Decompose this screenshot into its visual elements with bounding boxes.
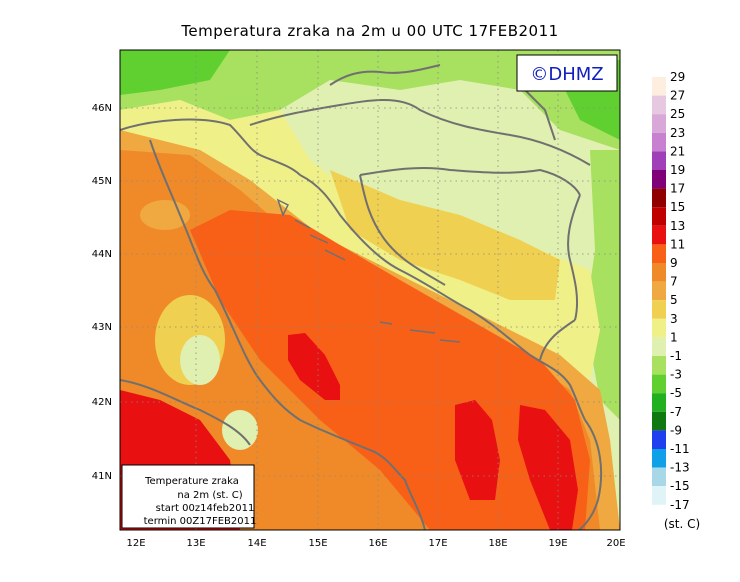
lon-label: 18E [488, 538, 507, 549]
temperature-field [120, 50, 620, 530]
colorbar-swatch [652, 151, 666, 170]
colorbar-label: 25 [670, 107, 685, 121]
colorbar-label: -17 [670, 498, 690, 512]
colorbar-swatch [652, 300, 666, 319]
info-box [121, 464, 255, 529]
colorbar-label: 21 [670, 144, 685, 158]
colorbar-swatch [652, 95, 666, 115]
colorbar-label: 17 [670, 182, 685, 196]
colorbar-swatch [652, 188, 666, 208]
lat-label: 44N [92, 249, 112, 260]
colorbar-swatch [652, 337, 666, 356]
colorbar-swatch [652, 430, 666, 449]
lon-label: 14E [247, 538, 266, 549]
colorbar-label: 5 [670, 293, 678, 307]
colorbar-label: -15 [670, 479, 690, 493]
colorbar-unit: (st. C) [664, 517, 700, 531]
colorbar-label: 11 [670, 237, 685, 251]
colorbar-swatch [652, 170, 666, 189]
colorbar-swatch [652, 449, 666, 468]
colorbar-swatch [652, 318, 666, 338]
colorbar-label: -9 [670, 423, 682, 437]
colorbar: 29 27 25 23 21 19 17 15 13 11 9 7 5 3 1 -1 -3 -5 -7 -9 -11 -1… [652, 70, 690, 512]
colorbar-swatch [652, 467, 666, 487]
colorbar-label: -11 [670, 442, 690, 456]
colorbar-label: 7 [670, 275, 678, 289]
colorbar-swatch [652, 77, 666, 96]
lon-label: 20E [606, 538, 625, 549]
info-line-3: start 00z14feb2011 [156, 503, 255, 514]
colorbar-swatch [652, 374, 666, 394]
info-line-1: Temperature zraka [144, 476, 239, 487]
colorbar-label: 23 [670, 126, 685, 140]
lat-label: 43N [92, 322, 112, 333]
lon-label: 17E [428, 538, 447, 549]
lon-label: 19E [548, 538, 567, 549]
colorbar-swatch [652, 132, 666, 152]
colorbar-swatch [652, 263, 666, 282]
logo-box [516, 54, 618, 92]
colorbar-label: -3 [670, 368, 682, 382]
info-line-2: na 2m (st. C) [177, 490, 242, 501]
colorbar-label: -5 [670, 386, 682, 400]
colorbar-swatch [652, 281, 666, 301]
colorbar-label: -1 [670, 349, 682, 363]
lat-label: 45N [92, 176, 112, 187]
lat-label: 41N [92, 471, 112, 482]
colorbar-swatch [652, 225, 666, 245]
colorbar-label: 9 [670, 256, 678, 270]
colorbar-swatch [652, 207, 666, 226]
colorbar-swatch [652, 486, 666, 505]
colorbar-swatch [652, 356, 666, 375]
lon-labels: 12E 13E 14E 15E 16E 17E 18E 19E 20E [126, 538, 625, 549]
colorbar-label: 27 [670, 89, 685, 103]
lat-labels: 46N 45N 44N 43N 42N 41N [92, 103, 112, 482]
colorbar-label: -13 [670, 461, 690, 475]
map-title: Temperatura zraka na 2m u 00 UTC 17FEB20… [181, 22, 559, 40]
colorbar-label: 1 [670, 330, 678, 344]
colorbar-swatch [652, 393, 666, 412]
lat-label: 42N [92, 397, 112, 408]
colorbar-label: 3 [670, 312, 678, 326]
colorbar-label: 29 [670, 70, 685, 84]
lon-label: 15E [308, 538, 327, 549]
colorbar-swatch [652, 114, 666, 133]
lon-label: 16E [368, 538, 387, 549]
info-line-4: termin 00Z17FEB2011 [144, 516, 257, 527]
lon-label: 13E [186, 538, 205, 549]
colorbar-swatch [652, 411, 666, 431]
colorbar-swatch [652, 244, 666, 263]
map-frame [119, 49, 621, 531]
colorbar-label: 13 [670, 219, 685, 233]
dhmz-logo: ©DHMZ [530, 64, 603, 85]
lon-label: 12E [126, 538, 145, 549]
colorbar-label: -7 [670, 405, 682, 419]
lat-label: 46N [92, 103, 112, 114]
colorbar-label: 19 [670, 163, 685, 177]
colorbar-label: 15 [670, 200, 685, 214]
